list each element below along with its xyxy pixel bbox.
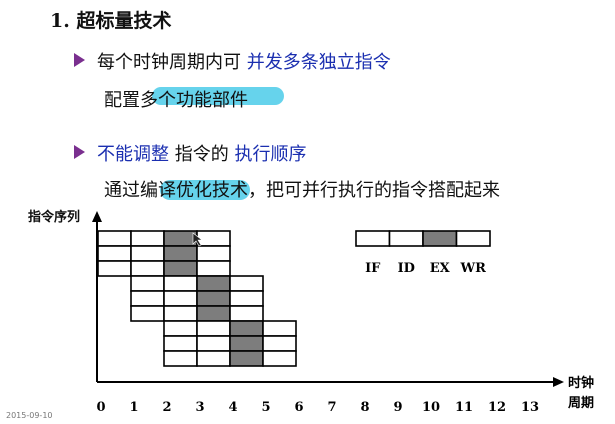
slide-heading: 1. 超标量技术 xyxy=(50,10,172,32)
pipeline-stage-cell xyxy=(262,320,297,337)
pipeline-stage-cell xyxy=(130,290,165,307)
pipeline-stage-cell xyxy=(130,260,165,277)
x-tick-label: 1 xyxy=(129,400,138,415)
pipeline-stage-cell xyxy=(130,305,165,322)
pipeline-stage-cell xyxy=(196,290,231,307)
bullet1-prefix: 每个时钟周期内可 xyxy=(97,52,247,73)
legend-stage-box xyxy=(355,230,391,247)
pipeline-stage-cell xyxy=(229,275,264,292)
sub1-rest: 多个功能部件 xyxy=(140,90,248,111)
mouse-cursor-icon xyxy=(192,232,203,247)
pipeline-stage-cell xyxy=(229,320,264,337)
bullet-concurrent: 每个时钟周期内可 并发多条独立指令 xyxy=(74,48,391,74)
pipeline-stage-cell xyxy=(229,290,264,307)
pipeline-stage-cell xyxy=(196,335,231,352)
bullet2-mid: 指令的 xyxy=(169,144,235,165)
sub-point-functional-units: 配置多个功能部件 xyxy=(104,86,248,112)
x-tick-label: 12 xyxy=(488,400,506,415)
pipeline-stage-cell xyxy=(229,335,264,352)
legend-stage-label: EX xyxy=(430,261,451,276)
pipeline-stage-cell xyxy=(163,275,198,292)
bullet2-emphasis-2: 执行顺序 xyxy=(234,144,307,165)
pipeline-stage-cell xyxy=(196,230,231,247)
bullet2-emphasis-1: 不能调整 xyxy=(97,144,169,165)
y-axis-arrow-icon xyxy=(92,211,102,222)
date-stamp: 2015-09-10 xyxy=(6,411,53,420)
bullet-order: 不能调整 指令的 执行顺序 xyxy=(74,140,306,166)
x-tick-label: 11 xyxy=(455,400,473,415)
pipeline-stage-cell xyxy=(163,260,198,277)
triangle-bullet-icon xyxy=(74,53,85,67)
pipeline-stage-cell xyxy=(262,335,297,352)
y-axis-label: 指令序列 xyxy=(28,210,81,225)
pipeline-stage-cell xyxy=(163,230,198,247)
pipeline-stage-cell xyxy=(196,320,231,337)
pipeline-stage-cell xyxy=(97,230,132,247)
x-axis-arrow-icon xyxy=(553,377,564,387)
legend-stage-box xyxy=(388,230,424,247)
pipeline-stage-cell xyxy=(97,260,132,277)
sub-point-compiler: 通过编译优化技术，把可并行执行的指令搭配起来 xyxy=(104,180,500,201)
bullet1-emphasis: 并发多条独立指令 xyxy=(246,52,391,73)
x-tick-label: 2 xyxy=(162,400,171,415)
pipeline-stage-cell xyxy=(163,350,198,367)
pipeline-stage-cell xyxy=(130,245,165,262)
x-tick-label: 4 xyxy=(228,400,237,415)
legend-stage-box xyxy=(422,230,458,247)
legend-stage-label: WR xyxy=(460,261,487,276)
x-tick-label: 7 xyxy=(327,400,336,415)
pipeline-stage-cell xyxy=(130,275,165,292)
highlighter-mark xyxy=(160,180,250,200)
pipeline-stage-cell xyxy=(163,290,198,307)
pipeline-stage-cell xyxy=(196,350,231,367)
legend-stage-label: ID xyxy=(398,261,415,276)
pipeline-stage-cell xyxy=(196,305,231,322)
pipeline-stage-cell xyxy=(97,245,132,262)
pipeline-stage-cell xyxy=(229,350,264,367)
sub1-prefix: 配置 xyxy=(104,90,140,111)
highlighter-mark xyxy=(152,87,284,105)
pipeline-stage-cell xyxy=(163,245,198,262)
pipeline-stage-cell xyxy=(196,275,231,292)
legend-stage-box xyxy=(455,230,491,247)
x-tick-label: 9 xyxy=(393,400,402,415)
pipeline-stage-cell xyxy=(163,320,198,337)
x-axis-label: 时钟 xyxy=(568,375,594,391)
x-tick-label: 6 xyxy=(294,400,303,415)
pipeline-stage-cell xyxy=(196,260,231,277)
pipeline-stage-cell xyxy=(163,305,198,322)
x-tick-label: 13 xyxy=(521,400,539,415)
x-tick-label: 0 xyxy=(96,400,105,415)
x-tick-label: 10 xyxy=(422,400,440,415)
x-tick-label: 3 xyxy=(195,400,204,415)
pipeline-stage-cell xyxy=(229,305,264,322)
x-tick-label: 5 xyxy=(261,400,270,415)
pipeline-stage-cell xyxy=(196,245,231,262)
triangle-bullet-icon xyxy=(74,145,85,159)
x-tick-label: 8 xyxy=(360,400,369,415)
pipeline-stage-cell xyxy=(130,230,165,247)
pipeline-stage-cell xyxy=(163,335,198,352)
legend-stage-label: IF xyxy=(365,261,381,276)
x-axis-label: 周期 xyxy=(568,396,594,411)
pipeline-stage-cell xyxy=(262,350,297,367)
